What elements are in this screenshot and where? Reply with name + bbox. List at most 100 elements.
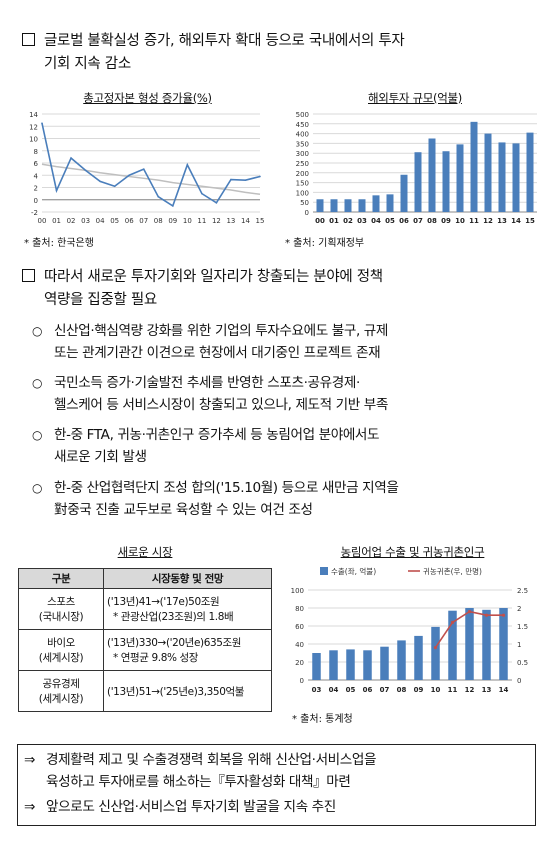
data-point (201, 192, 203, 195)
bar (358, 199, 366, 212)
data-point (484, 613, 489, 617)
bar (344, 199, 352, 212)
x-tick-label: 04 (96, 217, 105, 225)
table-row: 스포츠 (국내시장) ('13년)41→('17e)50조원 * 관광산업(23조원… (18, 588, 272, 630)
category-scope: (세계시장) (38, 652, 84, 664)
bar (386, 194, 394, 212)
x-tick-label: 05 (385, 217, 395, 225)
bar (482, 609, 491, 680)
x-tick-label: 03 (81, 217, 90, 225)
bar (498, 142, 506, 212)
y-tick-label: 2 (34, 185, 38, 193)
x-tick-label: 07 (413, 217, 423, 225)
bullet-item: ○ 신산업·핵심역량 강화를 위한 기업의 투자수요에도 불구, 규제 또는 관… (32, 320, 544, 364)
x-tick-label: 02 (67, 217, 76, 225)
bar (400, 174, 408, 212)
data-point (501, 613, 506, 617)
circle-bullet-icon: ○ (32, 428, 43, 442)
x-tick-label: 10 (431, 686, 441, 694)
table-category-cell: 공유경제 (세계시장) (18, 670, 104, 712)
y-tick-label: 80 (295, 605, 304, 613)
series-line (41, 123, 261, 208)
bar (484, 133, 492, 212)
table-category-cell: 바이오 (세계시장) (18, 629, 104, 671)
y-tick-label: 12 (29, 123, 38, 131)
x-tick-label: 13 (482, 686, 492, 694)
conclusion-box: ⇒ 경제활력 제고 및 수출경쟁력 회복을 위해 신산업·서비스업을 육성하고 … (17, 744, 536, 826)
y-tick-label: 500 (296, 111, 309, 119)
y-tick-label: 20 (295, 659, 304, 667)
y-tick-label: 0 (34, 197, 38, 205)
data-point (99, 180, 101, 183)
x-tick-label: 14 (241, 217, 250, 225)
bar (428, 138, 436, 212)
y-tick-label: 100 (291, 587, 304, 595)
x-tick-label: 04 (329, 686, 339, 694)
y-tick-label: 200 (296, 170, 309, 178)
table-category-cell: 스포츠 (국내시장) (18, 588, 104, 630)
circle-bullet-icon: ○ (32, 324, 43, 338)
checkbox-square-icon (22, 269, 35, 282)
circle-bullet-icon: ○ (32, 481, 43, 495)
conclusion-line: 육성하고 투자애로를 해소하는『투자활성화 대책』마련 (46, 774, 351, 790)
data-point (128, 174, 130, 177)
legend-label: 귀농귀촌(우, 만명) (423, 566, 482, 576)
x-tick-label: 14 (511, 217, 521, 225)
data-point (41, 122, 43, 124)
bullet-line: 또는 관계기관간 이견으로 현장에서 대기중인 프로젝트 존재 (54, 345, 381, 361)
y2-tick-label: 2.5 (517, 587, 528, 595)
section2-heading: 따라서 새로운 투자기회와 일자리가 창출되는 분야에 정책 역량을 집중할 필… (22, 266, 542, 312)
market-note: * 연평균 9.8% 성장 (113, 652, 199, 664)
bar (456, 144, 464, 212)
y-tick-label: 150 (296, 180, 309, 188)
checkbox-square-icon (22, 33, 35, 46)
market-trend: ('13년)51→('25년e)3,350억불 (107, 685, 244, 698)
table-value-cell: ('13년)51→('25년e)3,350억불 (103, 670, 272, 712)
bullet-line: 국민소득 증가·기술발전 추세를 반영한 스포츠·공유경제· (54, 375, 360, 391)
conclusion-line: 경제활력 제고 및 수출경쟁력 회복을 위해 신산업·서비스업을 (46, 752, 377, 768)
section1-heading-line1: 글로벌 불확실성 증가, 해외투자 확대 등으로 국내에서의 투자 (44, 33, 405, 49)
category-name: 바이오 (47, 637, 75, 649)
x-tick-label: 11 (469, 217, 479, 225)
x-tick-label: 15 (525, 217, 535, 225)
chart2-source: * 출처: 기획재정부 (285, 238, 365, 249)
data-point (450, 620, 455, 624)
x-tick-label: 13 (226, 217, 235, 225)
y-tick-label: 300 (296, 150, 309, 158)
market-table-title: 새로운 시장 (117, 545, 173, 559)
x-tick-label: 06 (399, 217, 409, 225)
y2-tick-label: 1.5 (517, 623, 528, 631)
category-scope: (국내시장) (38, 611, 84, 623)
data-point (244, 179, 247, 181)
x-tick-label: 08 (397, 686, 407, 694)
data-point (433, 646, 438, 650)
chart3-source: * 출처: 통계청 (292, 714, 353, 725)
x-tick-label: 09 (168, 217, 177, 225)
bar (329, 650, 338, 680)
section1-heading: 글로벌 불확실성 증가, 해외투자 확대 등으로 국내에서의 투자 기회 지속 … (22, 30, 542, 76)
market-trend: ('13년)41→('17e)50조원 (107, 596, 220, 608)
trend-line (41, 163, 261, 195)
bullet-line: 헬스케어 등 서비스시장이 창출되고 있으나, 제도적 기반 부족 (54, 397, 389, 413)
y2-tick-label: 2 (517, 605, 521, 613)
bar (499, 608, 508, 680)
legend-swatch-bar (320, 567, 328, 575)
x-tick-label: 10 (455, 217, 465, 225)
bar (526, 132, 534, 212)
y-tick-label: 450 (296, 121, 309, 129)
bar (380, 646, 389, 680)
x-tick-label: 14 (499, 686, 509, 694)
x-tick-label: 05 (110, 217, 119, 225)
x-tick-label: 08 (427, 217, 437, 225)
bar (431, 626, 440, 680)
market-note: * 관광산업(23조원)의 1.8배 (113, 611, 234, 623)
y-tick-label: 100 (296, 189, 309, 197)
data-point (230, 178, 232, 181)
y-tick-label: 8 (34, 148, 38, 156)
x-tick-label: 11 (448, 686, 458, 694)
bar (316, 199, 324, 212)
table-header-cell: 구분 (18, 568, 104, 589)
bar (442, 151, 450, 212)
x-tick-label: 05 (346, 686, 356, 694)
x-tick-label: 15 (256, 217, 265, 225)
